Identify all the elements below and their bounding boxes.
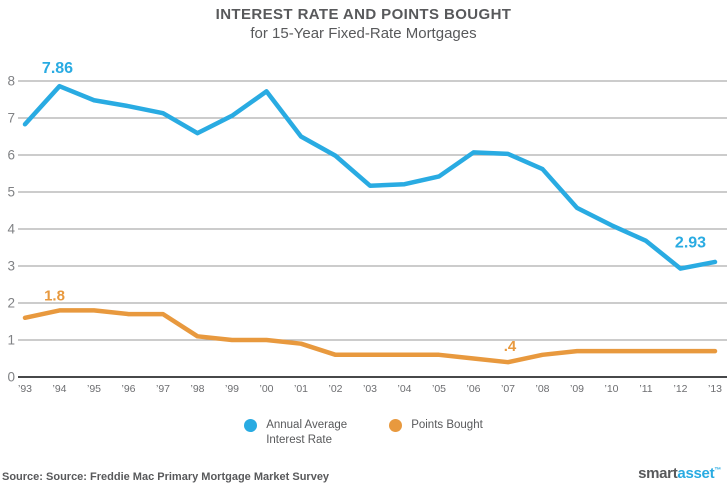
x-tick-label: ’99	[225, 383, 239, 395]
y-tick-label: 7	[7, 111, 15, 126]
x-tick-label: ’02	[328, 383, 342, 395]
y-tick-label: 3	[7, 259, 15, 274]
x-axis-labels: ’93 ’94 ’95 ’96 ’97 ’98 ’99 ’00 ’01 ’02 ’03 ’04 ’05 ’…	[18, 383, 722, 395]
legend-item-interest-rate: Annual Average Interest Rate	[244, 418, 347, 448]
x-tick-label: ’03	[363, 383, 377, 395]
legend-label-interest-rate: Annual Average Interest Rate	[266, 418, 347, 448]
legend-line1: Annual Average	[266, 419, 348, 431]
data-annotations: 7.86 2.93 1.8 .4	[42, 60, 706, 355]
legend-line2: Interest Rate	[266, 434, 333, 446]
x-tick-label: ’13	[708, 383, 722, 395]
x-tick-label: ’01	[294, 383, 308, 395]
y-tick-label: 6	[7, 148, 15, 163]
interest-rate-line	[22, 83, 718, 271]
points-bought-dot-icon	[389, 419, 403, 432]
x-tick-label: ’94	[52, 383, 66, 395]
x-tick-label: ’09	[570, 383, 584, 395]
point-value-label: 7.86	[42, 60, 73, 77]
trademark-icon: ™	[714, 467, 721, 474]
x-tick-label: ’04	[397, 383, 411, 395]
y-tick-label: 4	[7, 222, 15, 237]
x-tick-label: ’95	[87, 383, 101, 395]
x-tick-label: ’98	[190, 383, 204, 395]
series-lines	[22, 83, 718, 365]
point-value-label: 2.93	[675, 235, 706, 252]
chart-legend: Annual Average Interest Rate Points Boug…	[0, 418, 727, 448]
x-tick-label: ’97	[156, 383, 170, 395]
x-tick-label: ’96	[121, 383, 135, 395]
logo-smart-text: smart	[638, 465, 678, 482]
y-tick-label: 8	[7, 74, 15, 89]
logo-asset-text: asset	[677, 465, 715, 482]
y-tick-label: 0	[7, 370, 15, 385]
y-tick-label: 1	[7, 333, 15, 348]
gridlines	[18, 80, 727, 378]
x-tick-label: ’93	[18, 383, 32, 395]
chart-title: INTEREST RATE AND POINTS BOUGHT	[215, 6, 512, 23]
y-axis-labels: 0 1 2 3 4 5 6 7 8	[7, 74, 15, 385]
x-tick-label: ’11	[639, 383, 652, 395]
x-tick-label: ’06	[466, 383, 480, 395]
x-tick-label: ’05	[432, 383, 446, 395]
legend-label-points-bought: Points Bought	[411, 419, 483, 431]
point-value-label: 1.8	[44, 287, 65, 304]
legend-item-points-bought: Points Bought	[389, 418, 483, 433]
x-tick-label: ’12	[673, 383, 687, 395]
chart-subtitle: for 15-Year Fixed-Rate Mortgages	[250, 25, 477, 42]
smartasset-logo: smartasset™	[638, 465, 721, 482]
point-value-label: .4	[504, 338, 517, 355]
points-bought-line	[22, 308, 718, 365]
chart-canvas: 0 1 2 3 4 5 6 7 8 ’93 ’94 ’95 ’96 ’97 ’98 ’99 ’00 ’01 ’02…	[7, 60, 727, 395]
y-tick-label: 5	[7, 185, 15, 200]
chart-header: INTEREST RATE AND POINTS BOUGHT for 15-Y…	[0, 5, 727, 43]
interest-rate-dot-icon	[244, 419, 258, 432]
x-tick-label: ’10	[604, 383, 618, 395]
x-tick-label: ’08	[535, 383, 549, 395]
x-tick-label: ’07	[501, 383, 515, 395]
x-tick-label: ’00	[259, 383, 273, 395]
y-tick-label: 2	[7, 296, 15, 311]
source-attribution: Source: Source: Freddie Mac Primary Mort…	[2, 471, 330, 483]
